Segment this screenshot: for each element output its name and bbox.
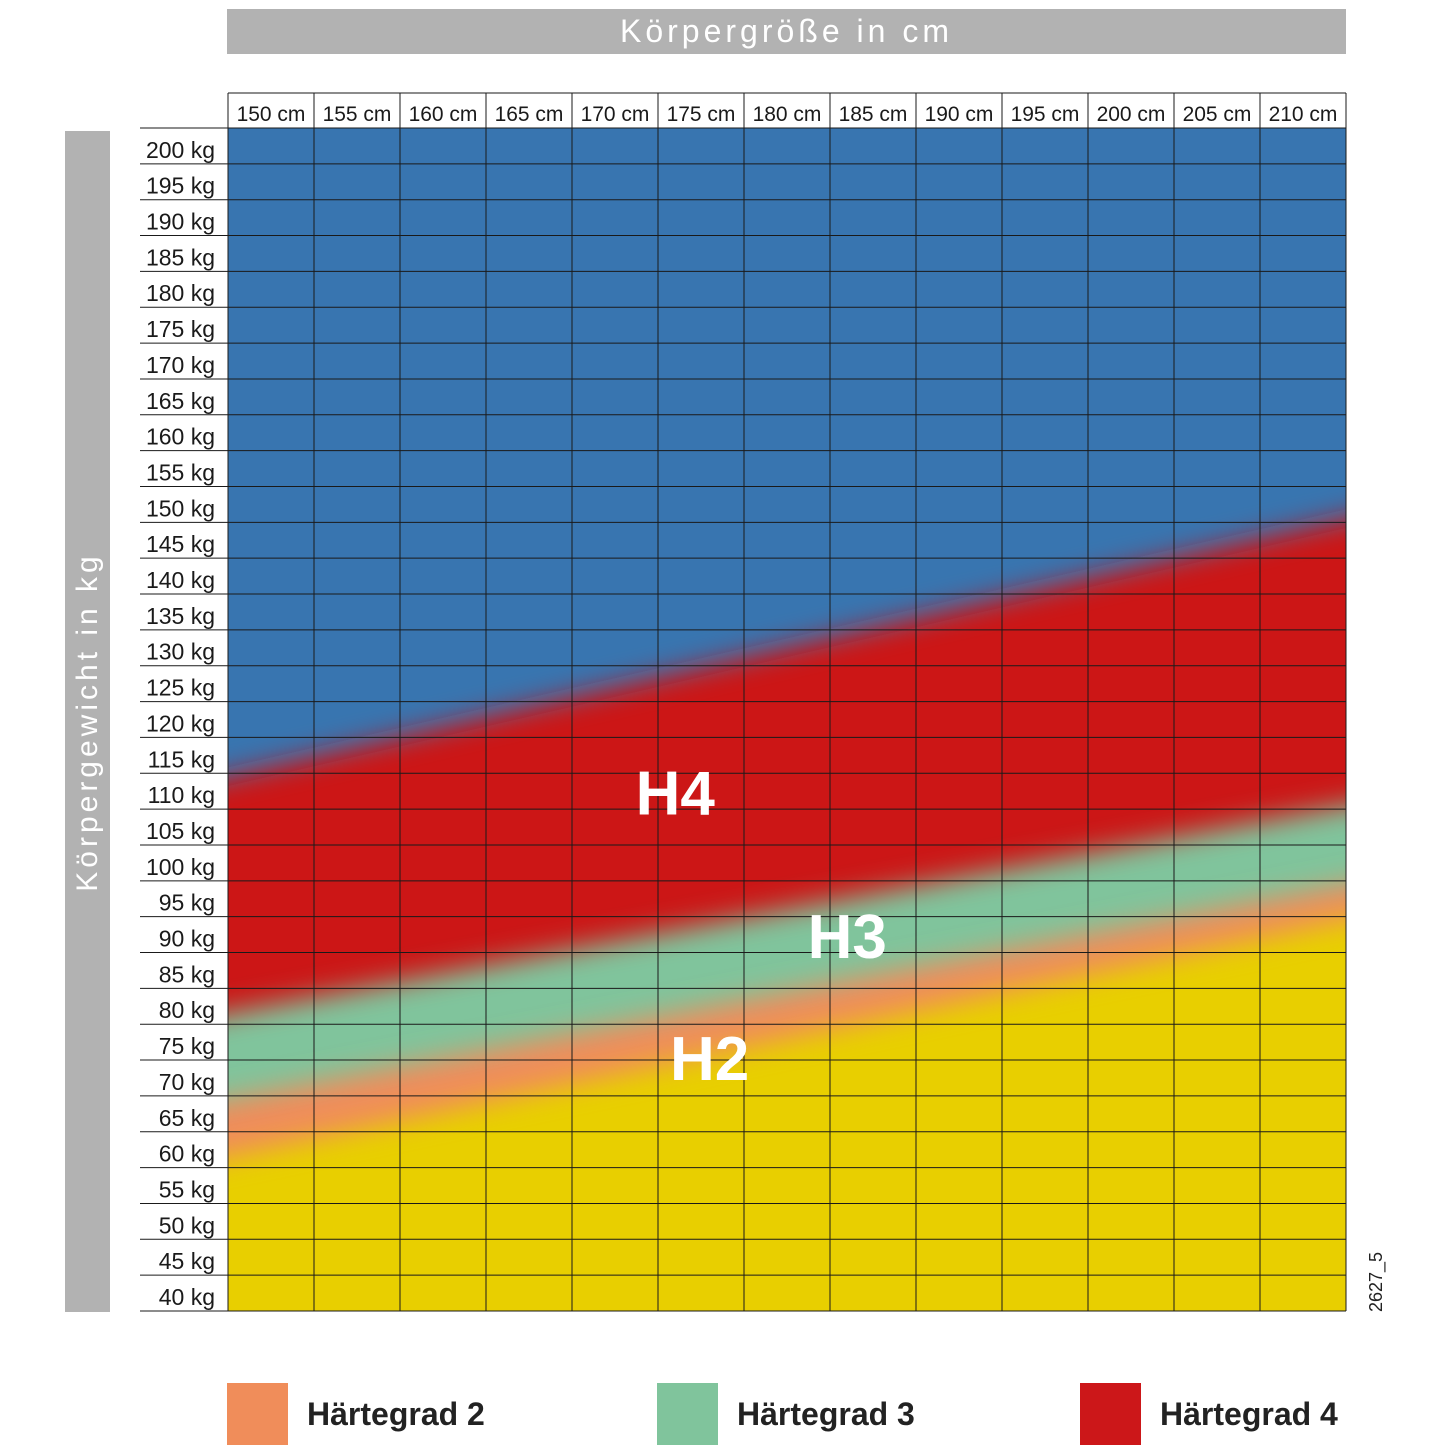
y-tick-label: 155 kg xyxy=(146,459,215,485)
legend-label-haertegrad-3: Härtegrad 3 xyxy=(737,1395,915,1432)
x-tick-label: 185 cm xyxy=(839,103,908,126)
x-tick-label: 150 cm xyxy=(237,103,306,126)
x-tick-label: 205 cm xyxy=(1183,103,1252,126)
y-tick-label: 150 kg xyxy=(146,495,215,521)
x-axis-title: Körpergröße in cm xyxy=(227,9,1346,54)
zone-label-h2: H2 xyxy=(670,1025,749,1094)
y-tick-label: 145 kg xyxy=(146,531,215,557)
y-tick-label: 165 kg xyxy=(146,388,215,414)
legend-label-haertegrad-2: Härtegrad 2 xyxy=(307,1395,485,1432)
y-tick-label: 45 kg xyxy=(159,1248,215,1274)
y-tick-label: 130 kg xyxy=(146,639,215,665)
y-tick-label: 175 kg xyxy=(146,316,215,342)
x-tick-label: 200 cm xyxy=(1097,103,1166,126)
x-tick-label: 190 cm xyxy=(925,103,994,126)
y-tick-label: 200 kg xyxy=(146,137,215,163)
y-tick-label: 185 kg xyxy=(146,244,215,270)
y-tick-label: 170 kg xyxy=(146,352,215,378)
legend-swatch-haertegrad-3 xyxy=(657,1383,718,1445)
y-tick-label: 135 kg xyxy=(146,603,215,629)
tick-labels-layer: 150 cm 155 cm 160 cm 165 cm 170 cm 175 cm 180 … xyxy=(146,103,1338,1310)
zone-band-4 xyxy=(228,920,1346,1311)
y-tick-label: 120 kg xyxy=(146,710,215,736)
y-tick-label: 70 kg xyxy=(159,1069,215,1095)
zone-label-h3: H3 xyxy=(808,903,887,972)
y-tick-label: 50 kg xyxy=(159,1212,215,1238)
y-tick-label: 75 kg xyxy=(159,1033,215,1059)
x-tick-label: 170 cm xyxy=(581,103,650,126)
legend-swatch-haertegrad-2 xyxy=(227,1383,288,1445)
legend-item-haertegrad-3: Härtegrad 3 xyxy=(657,1383,915,1445)
x-axis-title-text: Körpergröße in cm xyxy=(620,13,953,49)
y-tick-label: 190 kg xyxy=(146,209,215,235)
y-tick-label: 195 kg xyxy=(146,173,215,199)
y-tick-label: 125 kg xyxy=(146,675,215,701)
y-tick-label: 100 kg xyxy=(146,854,215,880)
legend-swatch-haertegrad-4 xyxy=(1080,1383,1141,1445)
zone-label-layer: H4 H3 H2 xyxy=(636,760,887,1094)
x-tick-label: 210 cm xyxy=(1269,103,1338,126)
y-tick-label: 55 kg xyxy=(159,1176,215,1202)
legend-label-haertegrad-4: Härtegrad 4 xyxy=(1160,1395,1338,1432)
zone-label-h4: H4 xyxy=(636,760,716,829)
legend-item-haertegrad-2: Härtegrad 2 xyxy=(227,1383,485,1445)
figure-code: 2627_5 xyxy=(1366,1251,1386,1312)
x-tick-label: 175 cm xyxy=(667,103,736,126)
y-tick-label: 110 kg xyxy=(148,782,215,808)
y-tick-label: 85 kg xyxy=(159,961,215,987)
grid-layer xyxy=(140,92,1347,1312)
y-tick-label: 90 kg xyxy=(159,926,215,952)
y-tick-label: 80 kg xyxy=(159,997,215,1023)
y-tick-label: 160 kg xyxy=(146,424,215,450)
y-tick-label: 40 kg xyxy=(159,1284,215,1310)
x-tick-label: 180 cm xyxy=(753,103,822,126)
x-tick-label: 195 cm xyxy=(1011,103,1080,126)
x-tick-label: 155 cm xyxy=(323,103,392,126)
y-tick-label: 65 kg xyxy=(159,1105,215,1131)
zone-layer xyxy=(228,128,1346,1311)
y-tick-label: 95 kg xyxy=(159,890,215,916)
y-tick-label: 180 kg xyxy=(146,280,215,306)
y-axis-title: Körpergewicht in kg xyxy=(65,131,110,1312)
y-tick-label: 60 kg xyxy=(159,1141,215,1167)
y-tick-label: 140 kg xyxy=(146,567,215,593)
x-tick-label: 165 cm xyxy=(495,103,564,126)
y-tick-label: 105 kg xyxy=(146,818,215,844)
legend-item-haertegrad-4: Härtegrad 4 xyxy=(1080,1383,1338,1445)
x-tick-label: 160 cm xyxy=(409,103,478,126)
y-tick-label: 115 kg xyxy=(148,746,215,772)
